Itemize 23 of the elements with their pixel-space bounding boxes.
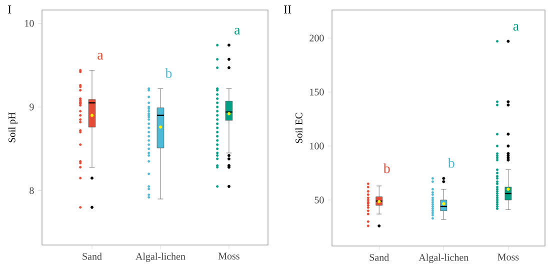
x-tick-label: Sand	[370, 254, 389, 261]
y-tick-label: 9	[30, 104, 34, 110]
y-tick-label: 200	[310, 34, 324, 42]
y-tick-label: 50	[314, 196, 324, 204]
annotation: b	[448, 158, 454, 168]
annotation: a	[513, 24, 519, 31]
chart-title: II	[284, 6, 292, 14]
y-tick-label: 8	[30, 187, 34, 194]
annotation: a	[98, 52, 104, 60]
annotation: b	[165, 68, 172, 78]
y-axis-title: Soil EC	[295, 112, 302, 144]
x-tick-label: Algal-lichen	[136, 252, 186, 262]
y-tick-label: 100	[310, 142, 324, 150]
annotation: a	[234, 28, 240, 35]
annotation: b	[383, 163, 390, 174]
chart-title: I	[8, 6, 12, 14]
x-tick-label: Algal-lichen	[418, 254, 468, 263]
x-tick-label: Moss	[218, 252, 240, 260]
y-tick-label: 10	[25, 20, 34, 27]
y-axis-title: Soil pH	[8, 112, 18, 142]
x-tick-label: Moss	[498, 254, 519, 260]
y-tick-label: 150	[310, 88, 324, 96]
x-tick-label: Sand	[82, 252, 102, 260]
